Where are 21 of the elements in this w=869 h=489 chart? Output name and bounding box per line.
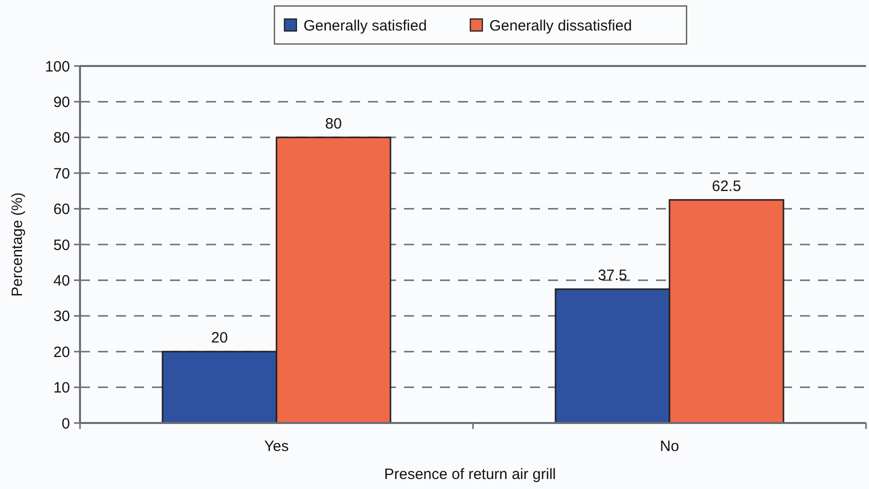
y-tick-label: 80: [53, 130, 70, 147]
y-tick-label: 10: [53, 380, 70, 397]
legend-label: Generally satisfied: [303, 17, 427, 34]
y-tick-label: 20: [53, 344, 70, 361]
x-tick-label: Yes: [264, 438, 289, 455]
y-tick-label: 100: [44, 58, 70, 76]
data-label: 62.5: [712, 178, 742, 195]
y-tick-label: 90: [53, 94, 70, 111]
x-axis-title: Presence of return air grill: [384, 466, 556, 483]
y-tick-label: 30: [53, 308, 70, 326]
y-tick-label: 50: [53, 236, 70, 254]
data-label: 20: [211, 330, 228, 347]
y-tick-label: 0: [62, 415, 70, 432]
data-label: 37.5: [598, 267, 628, 284]
x-tick-label: No: [660, 438, 680, 455]
y-tick-label: 60: [53, 201, 70, 218]
y-tick-label: 70: [53, 165, 70, 182]
y-axis-title: Percentage (%): [9, 192, 26, 297]
data-label: 80: [325, 115, 342, 132]
y-tick-label: 40: [53, 272, 70, 290]
legend-label: Generally dissatisfied: [489, 17, 632, 34]
